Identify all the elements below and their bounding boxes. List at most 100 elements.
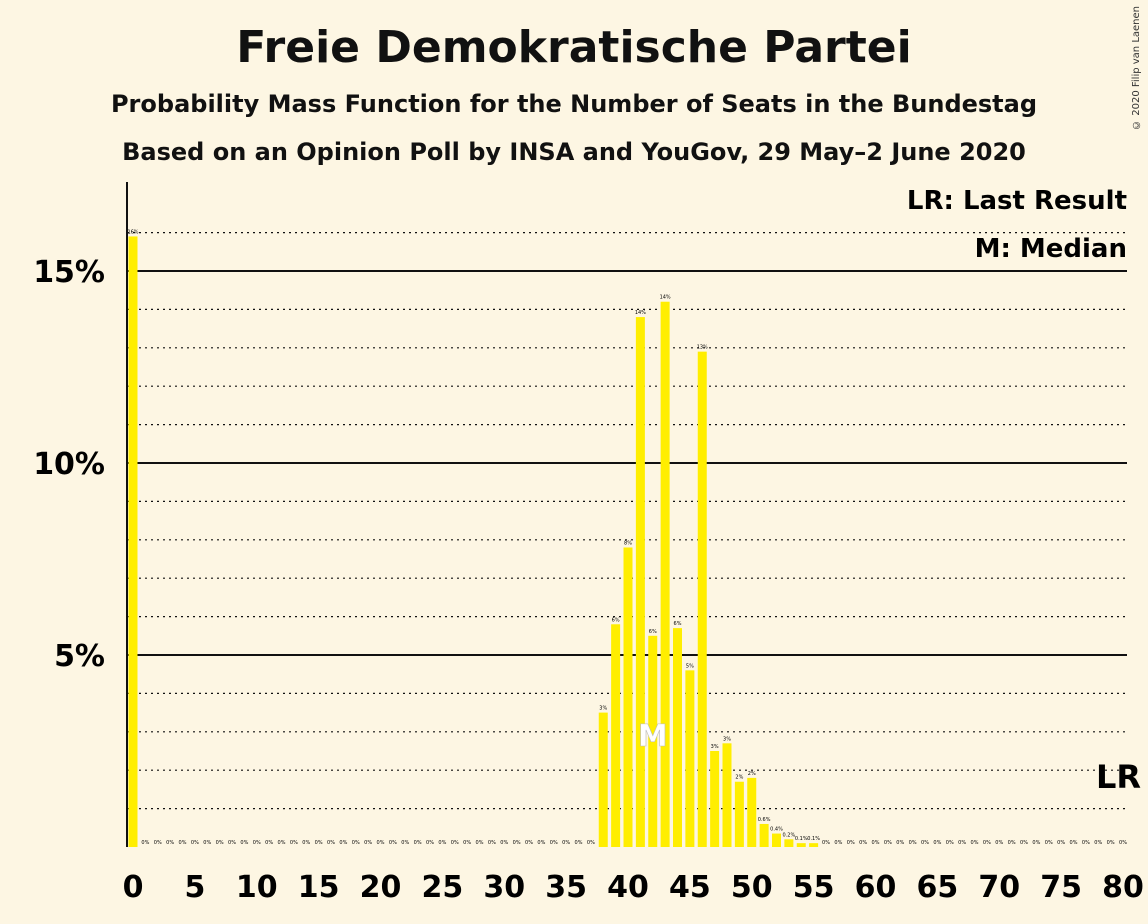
bar-value-label: 0%	[500, 840, 508, 846]
bar	[685, 670, 695, 847]
bar-value-label: 3%	[723, 736, 731, 742]
bar-value-label: 6%	[649, 629, 657, 635]
bar-value-label: 0%	[1032, 840, 1040, 846]
bar-value-label: 0%	[1045, 840, 1053, 846]
bar-value-label: 0%	[290, 840, 298, 846]
bar-value-label: 0%	[488, 840, 496, 846]
bar-value-label: 0%	[921, 840, 929, 846]
bar-value-label: 16%	[127, 229, 138, 235]
x-tick-label: 30	[483, 870, 525, 905]
x-tick-label: 35	[545, 870, 587, 905]
bar-value-label: 6%	[612, 617, 620, 623]
bar	[611, 624, 621, 847]
x-tick-label: 40	[607, 870, 649, 905]
x-tick-label: 45	[669, 870, 711, 905]
bar-value-label: 6%	[674, 621, 682, 627]
x-tick-label: 5	[184, 870, 205, 905]
x-tick-label: 25	[422, 870, 464, 905]
bar	[623, 547, 633, 847]
bar-value-label: 0%	[364, 840, 372, 846]
bar-value-label: 0%	[154, 840, 162, 846]
bar-value-label: 0%	[933, 840, 941, 846]
bar-value-label: 0%	[278, 840, 286, 846]
bar-value-label: 0%	[1070, 840, 1078, 846]
bar	[759, 823, 769, 847]
median-marker: M	[638, 719, 668, 754]
bar-value-label: 0%	[463, 840, 471, 846]
bar-value-label: 0%	[575, 840, 583, 846]
legend-last-result: LR: Last Result	[907, 186, 1127, 216]
bar-value-label: 0%	[562, 840, 570, 846]
bar-value-label: 0%	[1020, 840, 1028, 846]
bar-value-label: 0%	[414, 840, 422, 846]
bar-value-label: 0%	[995, 840, 1003, 846]
chart-subtitle: Probability Mass Function for the Number…	[110, 90, 1038, 118]
x-tick-label: 15	[298, 870, 340, 905]
bar-value-label: 0%	[1107, 840, 1115, 846]
bar-value-label: 0.1%	[795, 836, 808, 842]
bar-value-label: 0%	[834, 840, 842, 846]
bar-value-label: 0%	[513, 840, 521, 846]
bar-value-label: 0%	[451, 840, 459, 846]
bar-value-label: 0%	[958, 840, 966, 846]
bar-value-label: 0%	[401, 840, 409, 846]
bar-series: 16% 0% 0% 0% 0% 0% 0% 0% 0% 0% 0% 0% 0% 0% 0% 0% 0% 0% 0% 0…	[127, 229, 1141, 848]
bar-value-label: 0%	[971, 840, 979, 846]
bar-value-label: 0%	[909, 840, 917, 846]
bar-value-label: 0%	[191, 840, 199, 846]
x-tick-label: 0	[123, 870, 144, 905]
bar-value-label: 0%	[1008, 840, 1016, 846]
bar-value-label: 0%	[203, 840, 211, 846]
axes: 5% 10% 15% 0 5 10 15 20 25 30 35 40 45 50 55 60 65 70 75 80	[33, 182, 1144, 905]
bar-value-label: 0%	[1094, 840, 1102, 846]
bar-value-label: 5%	[686, 663, 694, 669]
bar-value-label: 0%	[1082, 840, 1090, 846]
bar	[772, 833, 781, 847]
x-tick-label: 75	[1040, 870, 1082, 905]
bar-value-label: 8%	[624, 540, 632, 546]
bar-value-label: 0%	[1057, 840, 1065, 846]
bar-value-label: 0%	[315, 840, 323, 846]
bar-value-label: 0.4%	[770, 827, 783, 833]
x-tick-label: 55	[793, 870, 835, 905]
bar	[722, 743, 732, 847]
bar	[784, 839, 794, 847]
bar-value-label: 0%	[327, 840, 335, 846]
x-tick-label: 70	[978, 870, 1020, 905]
bar-value-label: 0%	[141, 840, 149, 846]
x-tick-label: 10	[236, 870, 278, 905]
legend-median: M: Median	[975, 234, 1127, 264]
bar	[673, 628, 682, 847]
chart-subtitle-poll: Based on an Opinion Poll by INSA and You…	[122, 138, 1026, 166]
bar-value-label: 0%	[377, 840, 385, 846]
bar-value-label: 0%	[438, 840, 446, 846]
x-tick-label: 80	[1102, 870, 1144, 905]
bar-value-label: 0%	[884, 840, 892, 846]
bar-value-label: 0%	[389, 840, 397, 846]
bar-value-label: 0%	[525, 840, 533, 846]
bar-value-label: 2%	[735, 775, 743, 781]
bar	[710, 751, 720, 847]
bar	[697, 351, 707, 847]
bar-value-label: 0%	[302, 840, 310, 846]
bar-value-label: 0%	[216, 840, 224, 846]
bar-value-label: 0%	[352, 840, 360, 846]
bar-value-label: 0%	[847, 840, 855, 846]
bar-value-label: 0%	[476, 840, 484, 846]
bar-value-label: 0.6%	[758, 817, 771, 823]
bar-value-label: 0%	[1119, 840, 1127, 846]
y-tick-label: 10%	[33, 447, 105, 482]
bar	[796, 843, 806, 847]
bar-value-label: 0%	[179, 840, 187, 846]
bar-value-label: 0%	[983, 840, 991, 846]
bar-value-label: 0%	[339, 840, 347, 846]
y-tick-label: 15%	[33, 255, 105, 290]
bar	[809, 843, 819, 847]
bar-value-label: 0%	[872, 840, 880, 846]
bar	[598, 712, 608, 847]
bar	[648, 635, 658, 847]
chart-title: Freie Demokratische Partei	[236, 22, 912, 73]
bar-value-label: 0%	[822, 840, 830, 846]
bar-value-label: 0%	[228, 840, 236, 846]
last-result-marker: LR	[1096, 758, 1141, 796]
